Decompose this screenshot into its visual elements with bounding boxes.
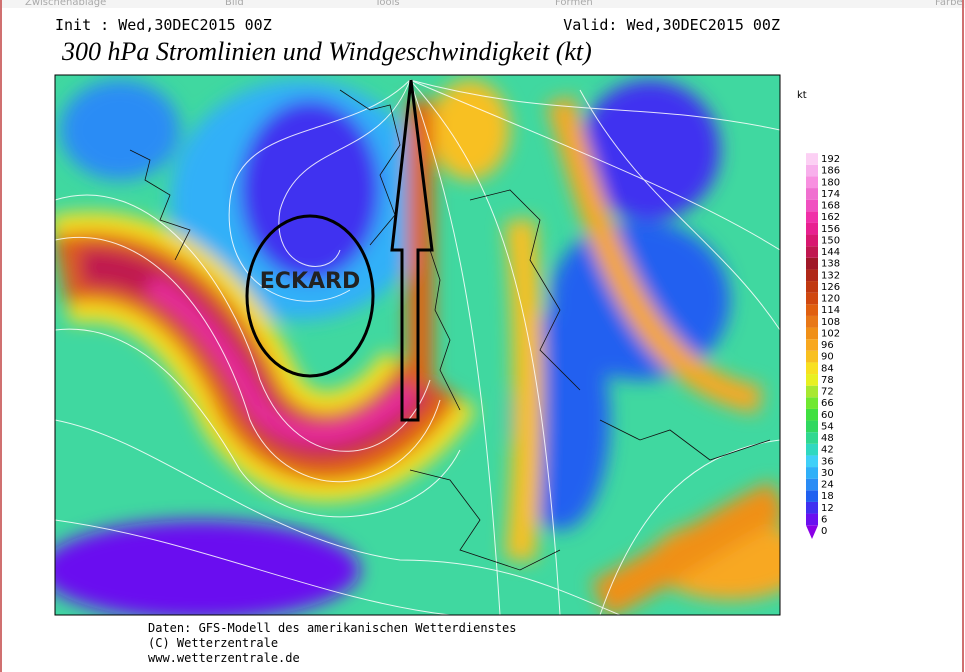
legend-label: 0 [821, 526, 827, 537]
legend-label: 138 [821, 259, 840, 270]
legend-swatch [806, 408, 818, 421]
legend-swatch [806, 164, 818, 177]
legend-swatch [806, 281, 818, 293]
legend-swatch [806, 467, 818, 479]
legend-swatch [806, 501, 818, 514]
wind-field [55, 80, 780, 615]
legend-label: 150 [821, 235, 840, 246]
legend-swatch [806, 513, 818, 526]
menu-item: Farbe [935, 0, 963, 8]
legend-swatch [806, 455, 818, 468]
legend-swatch [806, 188, 818, 200]
legend-swatch [806, 525, 818, 539]
low-circle [245, 214, 375, 378]
legend-swatch [806, 211, 818, 223]
legend-swatch [806, 257, 818, 270]
legend-label: 162 [821, 212, 840, 223]
legend-label: 90 [821, 352, 834, 363]
legend-label: 102 [821, 328, 840, 339]
legend-swatch [806, 339, 818, 351]
legend-label: 42 [821, 445, 834, 456]
legend-swatch [806, 176, 818, 189]
legend-swatch [806, 385, 818, 398]
legend-label: 144 [821, 247, 840, 258]
low-label: ECKARD [260, 269, 360, 294]
legend-label: 30 [821, 468, 834, 479]
legend-label: 36 [821, 456, 834, 467]
legend-label: 120 [821, 294, 840, 305]
footer-line: (C) Wetterzentrale [148, 636, 278, 650]
legend-swatch [806, 420, 818, 433]
legend-label: 168 [821, 201, 840, 212]
legend-swatch [806, 327, 818, 340]
legend-label: 108 [821, 317, 840, 328]
menu-bar [0, 0, 965, 8]
footer-line: www.wetterzentrale.de [148, 651, 300, 665]
legend-label: 60 [821, 410, 834, 421]
color-legend: 0612182430364248546066727884909610210811… [806, 153, 840, 539]
legend-swatch [806, 246, 818, 258]
footer-line: Daten: GFS-Modell des amerikanischen Wet… [148, 621, 516, 635]
legend-label: 18 [821, 491, 834, 502]
wind-map [55, 75, 780, 615]
legend-label: 96 [821, 340, 834, 351]
legend-label: 78 [821, 375, 834, 386]
legend-swatch [806, 153, 818, 165]
legend-label: 126 [821, 282, 840, 293]
menu-item: Tools [374, 0, 400, 8]
legend-swatch [806, 292, 818, 305]
legend-swatch [806, 397, 818, 409]
legend-label: 72 [821, 387, 834, 398]
streamlines [55, 79, 780, 615]
init-time: Init : Wed,30DEC2015 00Z [55, 16, 272, 34]
legend-swatch [806, 478, 818, 491]
legend-label: 6 [821, 514, 827, 525]
legend-swatch [806, 222, 818, 235]
legend-unit: kt [797, 90, 807, 101]
legend-swatch [806, 350, 818, 363]
legend-label: 192 [821, 154, 840, 165]
legend-swatch [806, 199, 818, 212]
legend-label: 48 [821, 433, 834, 444]
legend-swatch [806, 362, 818, 375]
legend-label: 174 [821, 189, 840, 200]
legend-swatch [806, 443, 818, 456]
legend-label: 12 [821, 503, 834, 514]
legend-label: 84 [821, 363, 834, 374]
legend-label: 24 [821, 480, 834, 491]
legend-label: 156 [821, 224, 840, 235]
legend-label: 132 [821, 270, 840, 281]
valid-time: Valid: Wed,30DEC2015 00Z [563, 16, 780, 34]
legend-swatch [806, 269, 818, 282]
legend-swatch [806, 234, 818, 247]
legend-swatch [806, 432, 818, 444]
legend-swatch [806, 374, 818, 386]
legend-label: 114 [821, 305, 840, 316]
menu-item: Bild [225, 0, 244, 8]
legend-swatch [806, 304, 818, 316]
legend-label: 180 [821, 177, 840, 188]
map-title: 300 hPa Stromlinien und Windgeschwindigk… [61, 37, 592, 66]
jet-arrow [390, 79, 434, 422]
legend-label: 186 [821, 166, 840, 177]
legend-label: 54 [821, 421, 834, 432]
legend-label: 66 [821, 398, 834, 409]
legend-swatch [806, 490, 818, 502]
menu-item: Formen [555, 0, 593, 8]
legend-swatch [806, 315, 818, 328]
map-frame [54, 74, 781, 616]
menu-item: Zwischenablage [25, 0, 106, 8]
